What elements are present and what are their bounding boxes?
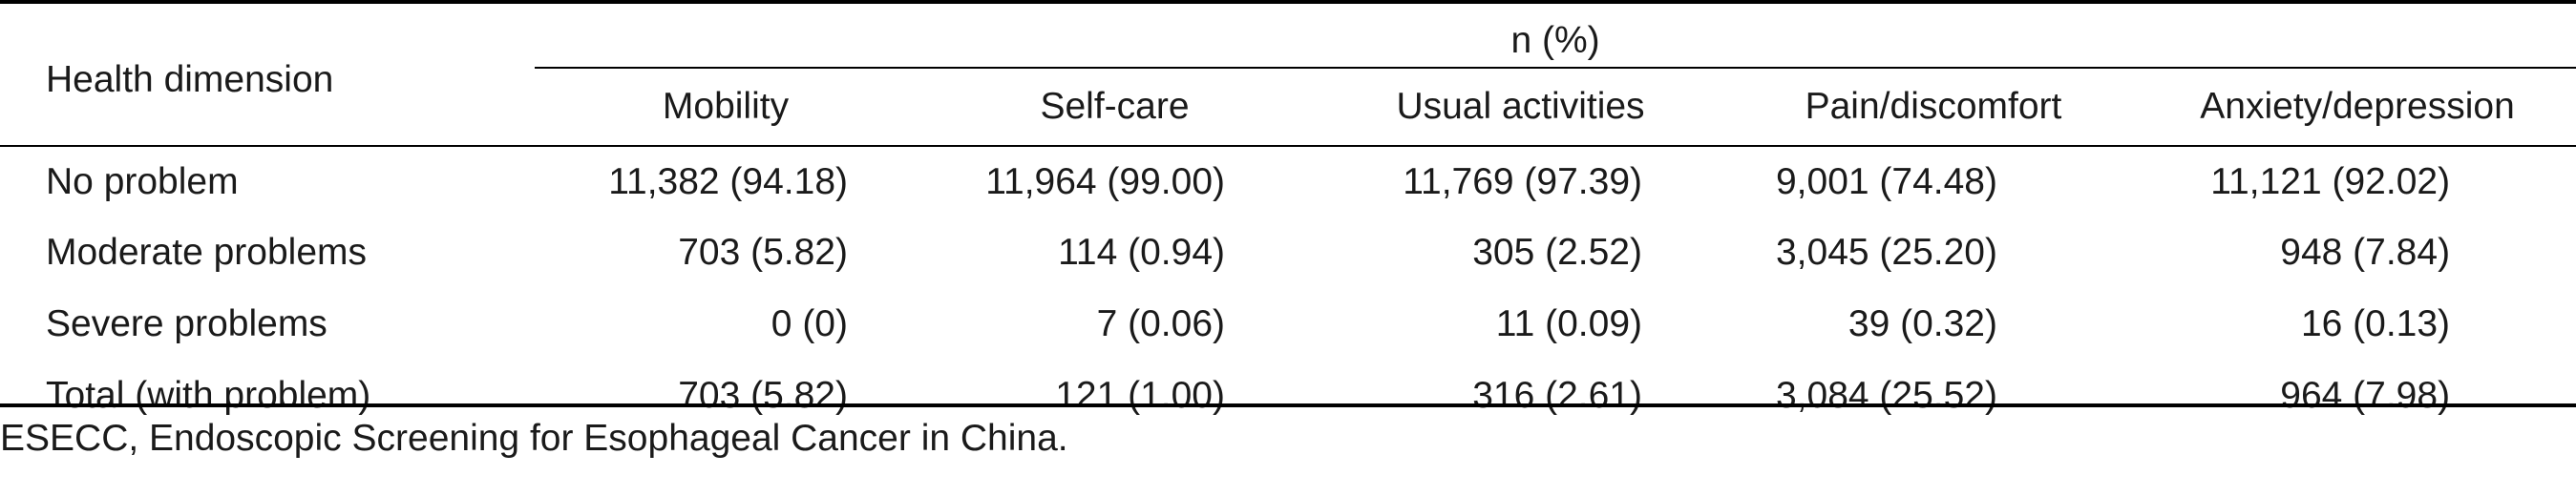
column-header-pain-discomfort: Pain/discomfort	[1805, 85, 2062, 127]
column-header-usual-activities: Usual activities	[1396, 85, 1645, 127]
cell-usual-activities: 11 (0.09)	[1495, 303, 1642, 345]
cell-anxiety-depression: 964 (7.98)	[2280, 375, 2451, 417]
table-header: Health dimension n (%) Mobility Self-car…	[0, 0, 2576, 146]
table-body: No problem 11,382 (94.18) 11,964 (99.00)…	[0, 145, 2576, 432]
cell-pain-discomfort: 39 (0.32)	[1848, 303, 1997, 345]
eq5d-results-table: Health dimension n (%) Mobility Self-car…	[0, 0, 2576, 432]
column-header-anxiety-depression: Anxiety/depression	[2200, 85, 2515, 127]
table-row: No problem 11,382 (94.18) 11,964 (99.00)…	[0, 145, 2576, 217]
cell-self-care: 7 (0.06)	[1096, 303, 1225, 345]
row-label: No problem	[0, 145, 535, 217]
cell-pain-discomfort: 3,045 (25.20)	[1775, 232, 1997, 274]
column-header-mobility: Mobility	[662, 85, 790, 127]
n-percent-group-header: n (%)	[535, 0, 2576, 69]
cell-usual-activities: 305 (2.52)	[1472, 232, 1642, 274]
health-dimension-header: Health dimension	[0, 0, 535, 146]
health-dimension-table: Health dimension n (%) Mobility Self-car…	[0, 0, 2576, 432]
table-footnote: ESECC, Endoscopic Screening for Esophage…	[0, 418, 1068, 459]
table-row: Total (with problem) 703 (5.82) 121 (1.0…	[0, 361, 2576, 432]
row-label: Total (with problem)	[46, 375, 371, 417]
column-header-self-care: Self-care	[1040, 85, 1190, 127]
cell-mobility: 703 (5.82)	[678, 232, 848, 274]
row-label: Moderate problems	[46, 232, 367, 274]
cell-mobility: 11,382 (94.18)	[535, 145, 917, 217]
cell-self-care: 114 (0.94)	[1058, 232, 1225, 274]
table-row: Moderate problems 703 (5.82) 114 (0.94) …	[0, 217, 2576, 289]
cell-self-care: 121 (1.00)	[1055, 375, 1225, 417]
cell-pain-discomfort: 9,001 (74.48)	[1728, 145, 2139, 217]
cell-anxiety-depression: 16 (0.13)	[2300, 303, 2451, 345]
table-row: Severe problems 0 (0) 7 (0.06) 11 (0.09)…	[0, 289, 2576, 361]
cell-pain-discomfort: 3,084 (25.52)	[1775, 375, 1997, 417]
cell-anxiety-depression: 948 (7.84)	[2280, 232, 2451, 274]
cell-self-care: 11,964 (99.00)	[917, 145, 1313, 217]
cell-mobility: 703 (5.82)	[678, 375, 848, 417]
row-label: Severe problems	[46, 303, 327, 345]
cell-anxiety-depression: 11,121 (92.02)	[2139, 145, 2576, 217]
cell-usual-activities: 316 (2.61)	[1472, 375, 1642, 417]
cell-usual-activities: 11,769 (97.39)	[1313, 145, 1728, 217]
table-bottom-rule	[0, 403, 2576, 407]
cell-mobility: 0 (0)	[771, 303, 848, 345]
